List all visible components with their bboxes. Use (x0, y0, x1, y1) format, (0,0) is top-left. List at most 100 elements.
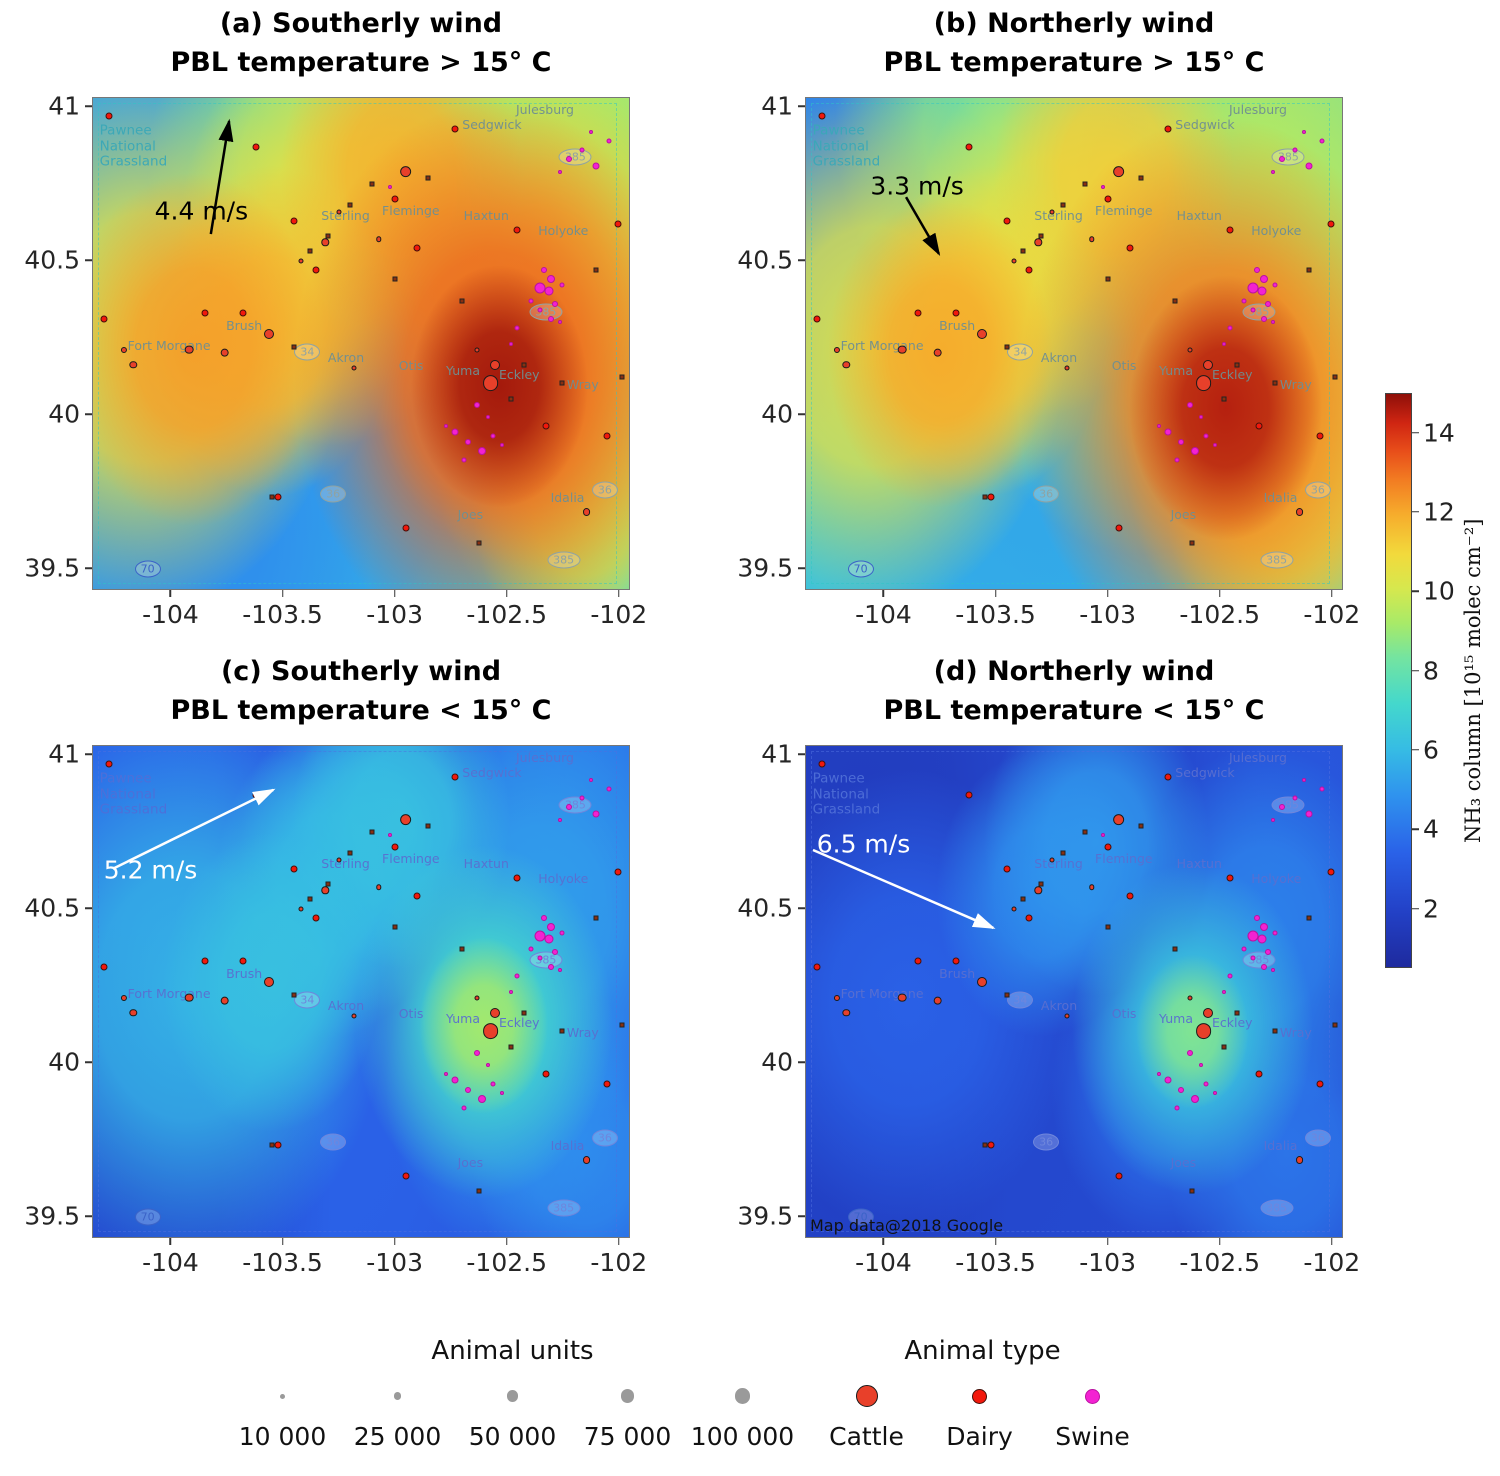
place-label: Fort Morgane (127, 337, 211, 353)
swine-facility-marker (388, 832, 393, 837)
facility-marker-square (1060, 202, 1066, 208)
x-axis-tick-mark (618, 1238, 620, 1245)
interstate-shield: 70 (134, 1208, 161, 1226)
cattle-facility-marker (1089, 236, 1095, 242)
swine-facility-marker (1265, 300, 1272, 307)
place-label: Fleminge (1095, 850, 1153, 866)
panel-c-title-line1: (c) Southerly wind (220, 656, 502, 687)
cattle-facility-marker (834, 994, 841, 1001)
cattle-facility-marker (482, 1023, 499, 1040)
dairy-facility-marker (402, 524, 410, 532)
dairy-facility-marker (1025, 266, 1033, 274)
swine-facility-marker (1302, 129, 1307, 134)
cattle-facility-marker (582, 508, 591, 517)
place-label: Joes (457, 1155, 484, 1171)
y-axis-tick-label: 40.5 (737, 245, 793, 275)
dairy-facility-marker (1316, 432, 1324, 440)
y-axis-tick-label: 40 (48, 1047, 80, 1077)
dairy-facility-marker (413, 892, 421, 900)
dairy-facility-marker (952, 309, 960, 317)
place-label: Pawnee National Grassland (99, 122, 168, 170)
x-axis-tick-label: -102.5 (466, 1248, 547, 1277)
y-axis-tick-mark (798, 1061, 805, 1064)
y-axis-tick-label: 39.5 (737, 553, 793, 583)
dairy-facility-marker (1003, 217, 1011, 225)
swine-facility-marker (546, 275, 555, 284)
x-axis-tick-mark (1106, 590, 1109, 597)
x-axis-tick-mark (1331, 1238, 1333, 1245)
legend-units-circle-wrap (734, 1370, 751, 1422)
dairy-facility-marker (290, 217, 298, 225)
facility-marker-square (347, 202, 353, 208)
place-label: Akron (327, 350, 365, 366)
swine-facility-marker (1254, 266, 1261, 273)
place-label: Haxtun (463, 855, 509, 871)
x-axis-tick-mark (393, 1238, 396, 1245)
facility-marker-square (521, 1010, 527, 1016)
legend-units-item: 10 000 (225, 1370, 340, 1451)
facility-marker-square (593, 915, 598, 921)
cattle-facility-marker (1295, 508, 1304, 517)
swine-facility-marker (1270, 968, 1275, 973)
dairy-facility-marker (239, 957, 247, 965)
x-axis-tick-mark (882, 1238, 885, 1245)
panel-c-title-line2: PBL temperature < 15° C (170, 695, 552, 727)
swine-facility-marker (557, 320, 562, 325)
swine-facility-marker (541, 266, 548, 273)
place-label: Brush (226, 318, 263, 334)
cattle-facility-marker (220, 348, 230, 358)
y-axis-tick-mark (85, 105, 92, 107)
colorbar-tick-mark (1412, 749, 1419, 751)
cattle-facility-marker (1203, 1007, 1213, 1018)
place-label: Holyoke (1251, 870, 1302, 886)
dairy-facility-marker (965, 143, 973, 151)
facility-marker-square (325, 233, 330, 239)
dairy-facility-marker (201, 957, 209, 965)
swine-facility-marker (579, 147, 585, 153)
x-axis-tick-mark (1218, 1238, 1221, 1245)
facility-marker-square (425, 175, 431, 181)
place-label: Wray (566, 377, 599, 393)
dairy-facility-marker (1255, 422, 1263, 430)
y-axis-tick-mark (798, 907, 805, 910)
x-axis-tick-label: -104 (855, 1248, 912, 1277)
swine-facility-marker (508, 341, 513, 346)
dairy-facility-marker (952, 957, 960, 965)
panel-d-title-line2: PBL temperature < 15° C (883, 695, 1265, 727)
swine-facility-marker (443, 424, 448, 429)
place-label: Julesburg (515, 102, 574, 118)
y-axis-tick-label: 40 (761, 399, 793, 429)
dairy-facility-marker (252, 791, 260, 799)
x-axis-tick-mark (169, 590, 172, 597)
swine-facility-marker (565, 804, 572, 811)
swine-facility-marker (1164, 1076, 1172, 1084)
facility-marker-square (369, 829, 375, 835)
swine-facility-marker (1101, 832, 1106, 837)
place-label: Joes (1170, 507, 1197, 523)
facility-marker-square (1020, 248, 1026, 254)
swine-facility-marker (1164, 428, 1172, 436)
swine-facility-marker (1257, 934, 1267, 944)
x-axis-tick-mark (281, 1238, 284, 1245)
x-axis-tick-mark (882, 590, 885, 597)
facility-marker-square (1038, 233, 1043, 239)
swine-facility-marker (474, 1049, 481, 1056)
animal-units-circle (393, 1392, 402, 1400)
dairy-facility-marker (603, 432, 611, 440)
y-axis-tick-mark (85, 1215, 92, 1218)
animal-units-circle (506, 1390, 519, 1402)
legend-animal-units: Animal units 10 000 25 000 50 000 75 000 100… (225, 1336, 800, 1451)
swine-facility-marker (1319, 786, 1325, 792)
swine-facility-marker (1257, 286, 1267, 296)
x-axis-tick-mark (1106, 1238, 1109, 1245)
dairy-facility-marker (391, 843, 398, 851)
place-label: Akron (1040, 998, 1078, 1014)
place-label: Brush (939, 966, 976, 982)
x-axis-tick-label: -102.5 (466, 600, 547, 629)
dairy-facility-marker (513, 226, 521, 234)
y-axis-tick-mark (798, 753, 805, 755)
cattle-facility-marker (1295, 1156, 1304, 1165)
highway-shield: 385 (558, 148, 592, 166)
cattle-facility-marker (376, 884, 382, 890)
y-axis-tick-label: 41 (48, 739, 80, 769)
